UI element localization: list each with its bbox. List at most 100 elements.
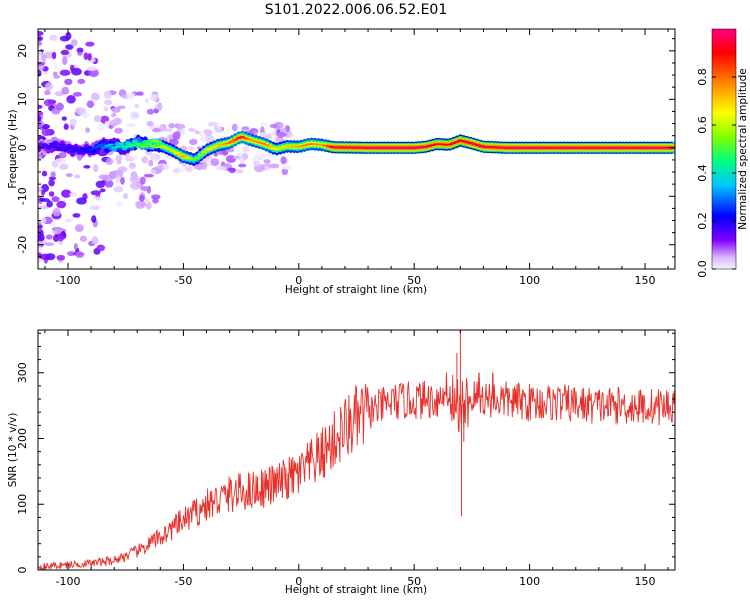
x-tick-label: 150 xyxy=(634,575,655,588)
ridge-cell xyxy=(90,147,97,150)
ridge-cell xyxy=(266,145,274,148)
noise-blob xyxy=(241,153,249,160)
noise-blob xyxy=(259,131,268,137)
noise-blob xyxy=(48,179,55,187)
noise-blob xyxy=(135,201,146,209)
noise-blob xyxy=(70,39,78,47)
noise-blob xyxy=(151,194,161,200)
noise-blob xyxy=(115,201,123,208)
noise-blob xyxy=(45,234,53,240)
noise-blob xyxy=(232,155,241,160)
noise-blob xyxy=(65,173,73,178)
noise-blob xyxy=(129,175,140,184)
ridge-upper-edge xyxy=(326,134,673,143)
noise-blob xyxy=(124,156,135,162)
noise-blob xyxy=(90,205,98,210)
noise-blob xyxy=(111,106,121,113)
noise-blob xyxy=(270,163,280,169)
noise-blob xyxy=(103,90,112,99)
ridge-cell xyxy=(169,149,177,152)
noise-blob xyxy=(176,123,186,130)
x-tick-label: -50 xyxy=(174,274,192,287)
noise-blob xyxy=(38,205,49,210)
noise-blob xyxy=(126,92,136,101)
ridge-cell xyxy=(259,142,267,145)
noise-blob xyxy=(288,132,294,138)
ridge-cell xyxy=(100,146,107,149)
x-tick-label: -100 xyxy=(56,274,81,287)
noise-blob xyxy=(58,240,64,246)
noise-blob xyxy=(57,234,64,242)
ridge-cell xyxy=(176,153,184,156)
noise-blob xyxy=(146,121,155,127)
ridge-cell xyxy=(55,147,62,150)
noise-blob xyxy=(164,128,173,133)
noise-blob xyxy=(41,127,51,137)
noise-blob xyxy=(39,253,51,260)
noise-blob xyxy=(83,164,91,169)
y-tick-label: 300 xyxy=(16,362,29,383)
noise-blob xyxy=(73,243,78,250)
noise-blob xyxy=(113,186,124,193)
noise-blob xyxy=(150,169,157,175)
noise-blob xyxy=(77,52,83,56)
noise-blob xyxy=(67,251,76,257)
noise-blob xyxy=(152,128,161,133)
noise-blob xyxy=(60,49,70,56)
noise-blob xyxy=(108,170,117,180)
y-tick-label: 0 xyxy=(16,144,29,151)
noise-blob xyxy=(217,151,224,155)
ridge-cell xyxy=(72,145,80,151)
spectrogram-frame xyxy=(37,28,676,270)
noise-blob xyxy=(53,62,59,71)
noise-blob xyxy=(44,89,51,96)
noise-blob xyxy=(58,163,69,170)
noise-blob xyxy=(65,32,72,40)
noise-blob xyxy=(144,198,150,204)
ridge-cell xyxy=(197,154,204,157)
noise-blob xyxy=(280,156,287,164)
noise-blob xyxy=(43,99,55,107)
noise-blob xyxy=(69,192,78,197)
noise-blob xyxy=(146,108,155,115)
spectrogram-x-label: Height of straight line (km) xyxy=(285,284,427,296)
noise-blob xyxy=(38,115,42,123)
noise-blob xyxy=(95,180,106,189)
noise-blob xyxy=(79,235,88,242)
spectrogram-marks xyxy=(38,31,675,264)
noise-blob xyxy=(93,115,102,123)
y-tick-label: -20 xyxy=(16,236,29,254)
noise-blob xyxy=(155,103,163,110)
noise-blob xyxy=(207,121,219,127)
snr-marks xyxy=(38,330,675,570)
noise-blob xyxy=(38,61,46,66)
ridge-cell xyxy=(79,147,87,150)
noise-blob xyxy=(114,127,123,134)
noise-blob xyxy=(56,254,66,261)
ridge-cell xyxy=(38,147,42,153)
x-tick-label: 0 xyxy=(295,274,302,287)
noise-blob xyxy=(180,128,186,136)
noise-blob xyxy=(132,154,139,161)
noise-blob xyxy=(93,196,103,202)
noise-blob xyxy=(74,174,81,179)
ridge-cell xyxy=(155,140,163,146)
noise-blob xyxy=(90,92,100,101)
ridge-cell xyxy=(145,143,152,146)
noise-blob xyxy=(52,208,61,217)
noise-blob xyxy=(103,106,109,112)
noise-blob xyxy=(116,160,122,165)
noise-blob xyxy=(136,91,144,96)
noise-blob xyxy=(129,181,141,190)
x-tick-label: 100 xyxy=(519,274,540,287)
colorbar-frame xyxy=(711,28,737,270)
noise-blob xyxy=(55,102,64,111)
noise-blob xyxy=(48,191,55,197)
noise-blob xyxy=(38,223,43,230)
figure-title: S101.2022.006.06.52.E01 xyxy=(265,2,448,18)
noise-blob xyxy=(281,168,289,176)
x-tick-label: 50 xyxy=(407,274,421,287)
noise-blob xyxy=(38,233,45,242)
ridge-cell xyxy=(211,145,218,148)
